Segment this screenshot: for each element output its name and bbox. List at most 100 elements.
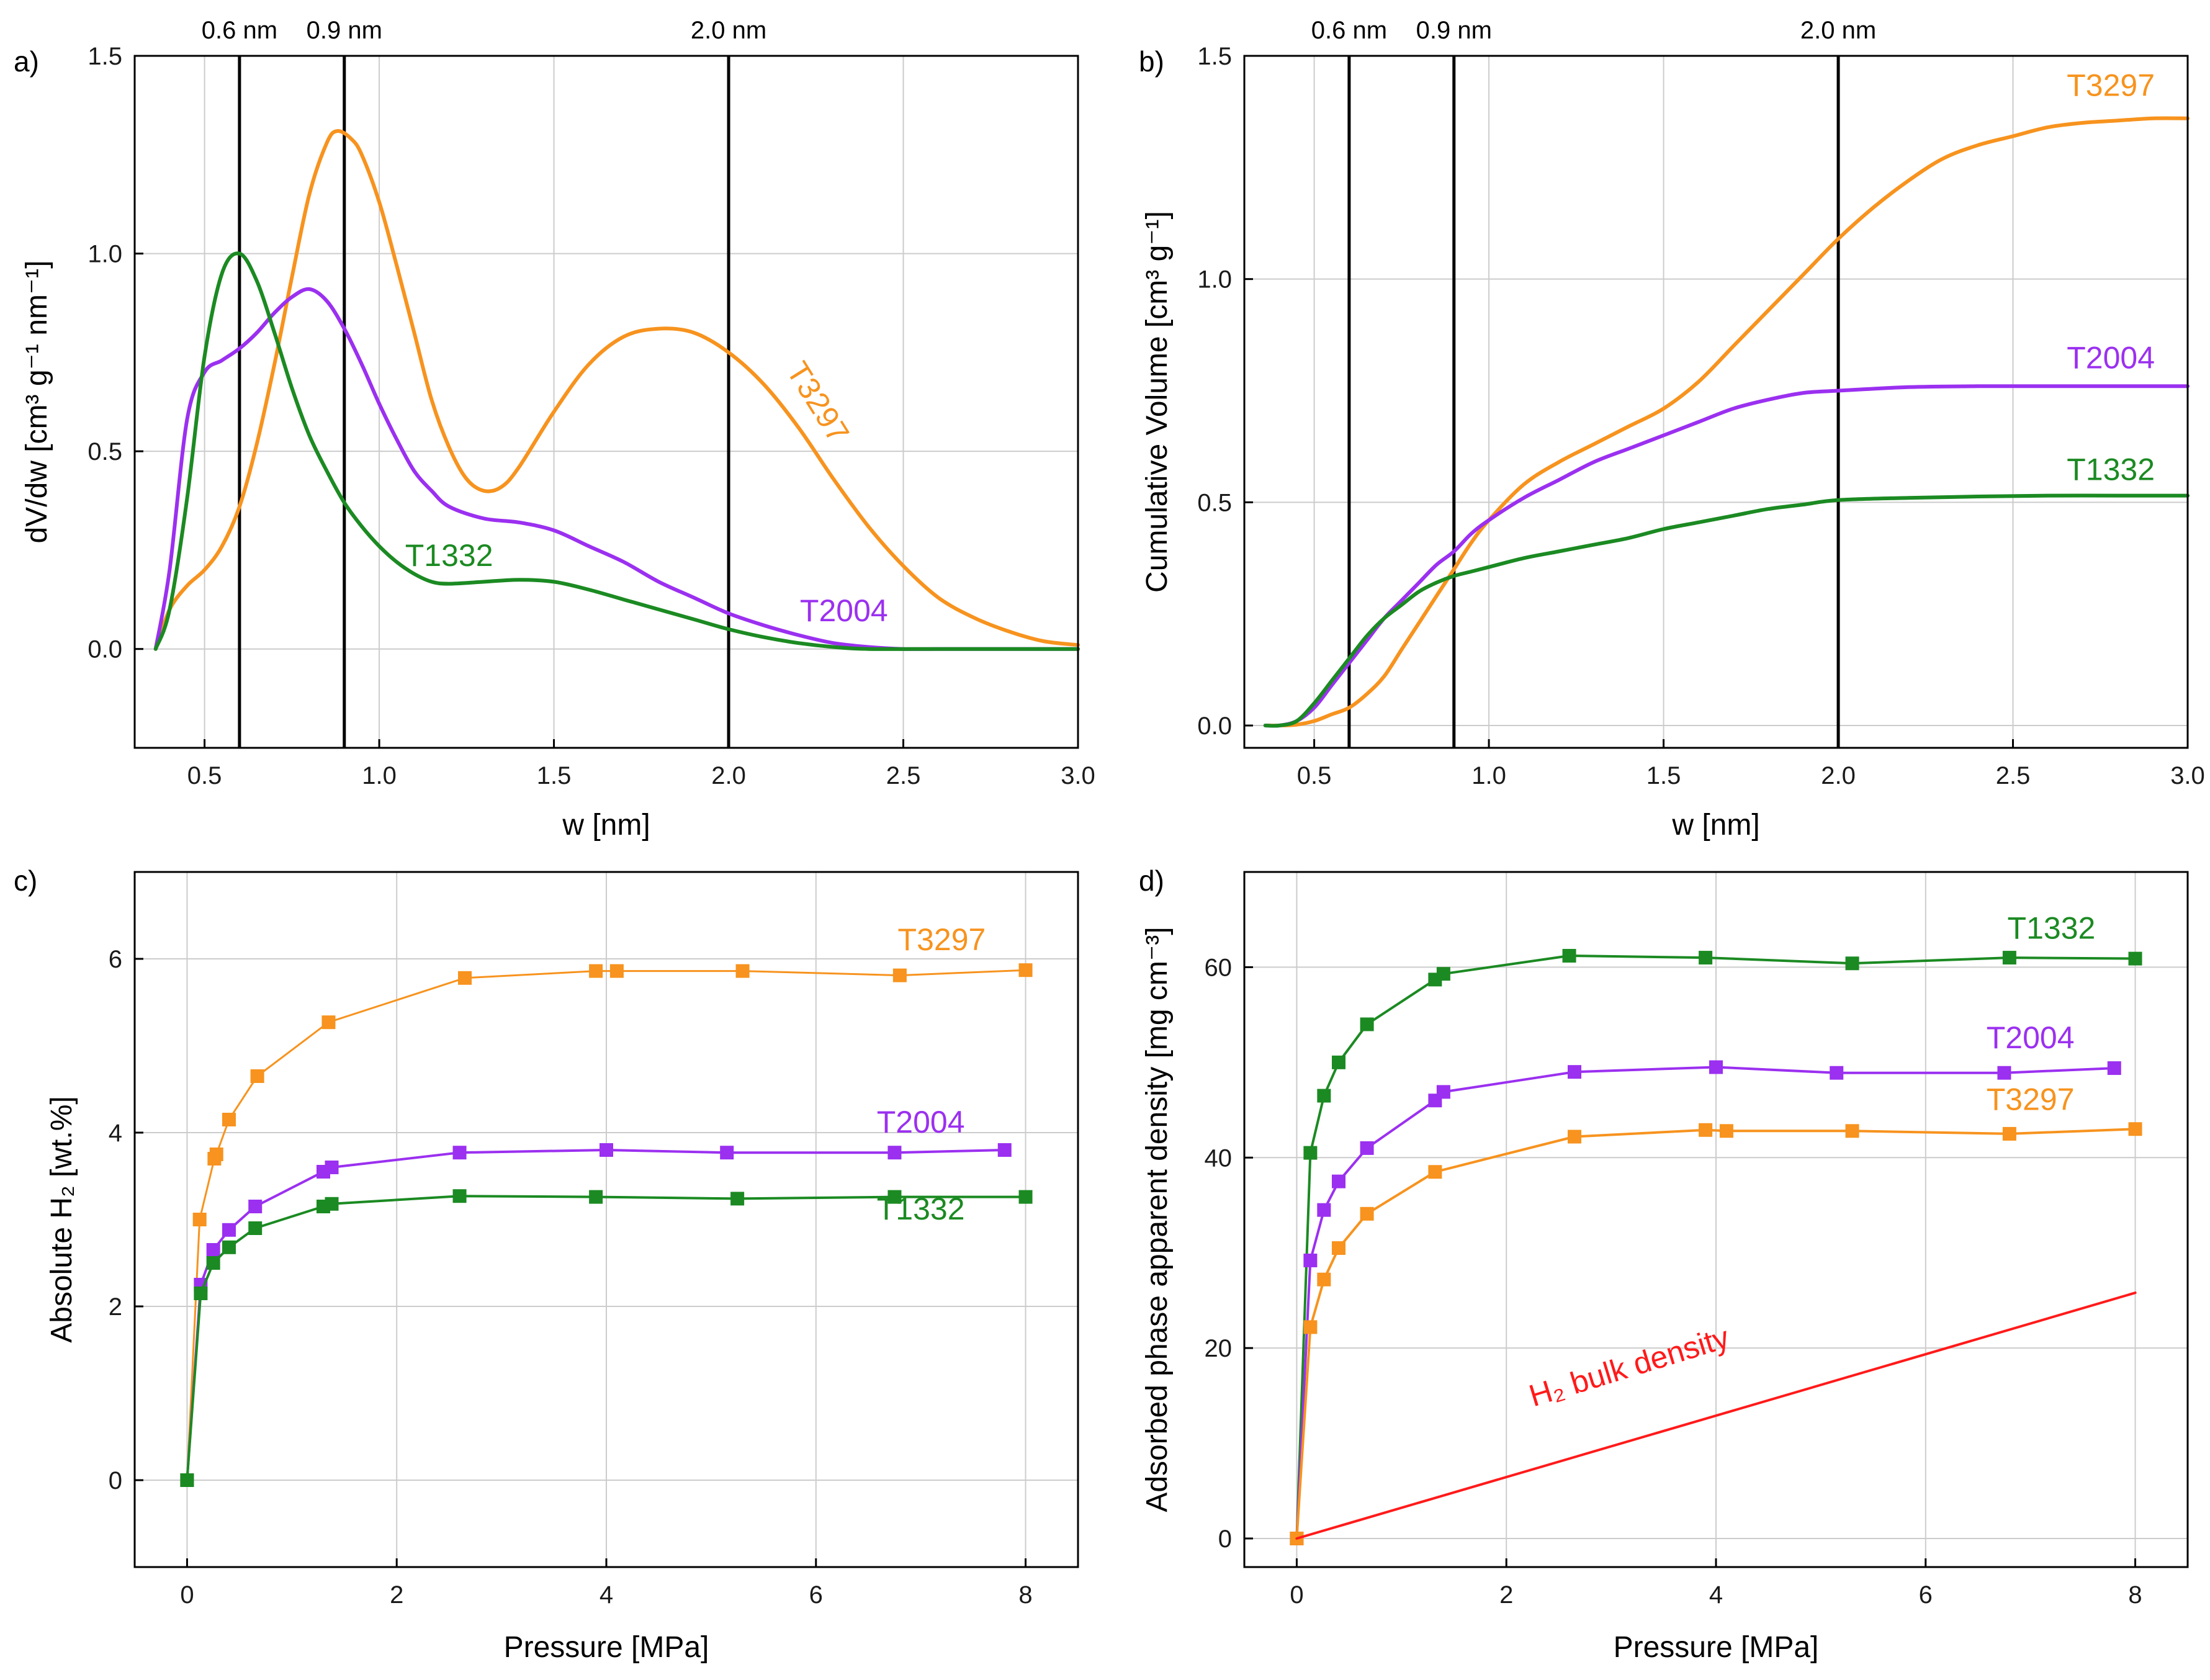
y-tick-label: 0.0: [1197, 712, 1232, 740]
y-axis-title: dV/dw [cm³ g⁻¹ nm⁻¹]: [20, 260, 53, 543]
data-point-marker: [1332, 1055, 1345, 1069]
data-point-marker: [1018, 1190, 1033, 1204]
data-point-marker: [1332, 1174, 1345, 1188]
series-t1332: T1332: [153, 251, 1080, 651]
panel-b: 0.6 nm 0.9 nm 2.0 nm T3297 T2004 T1332 0.5 1.0 1…: [1139, 17, 2205, 842]
data-point-marker: [1360, 1206, 1374, 1221]
x-tick-label: 1.5: [537, 762, 572, 789]
data-point-marker: [248, 1221, 263, 1235]
data-point-marker: [2107, 1061, 2121, 1076]
x-tick-label: 8: [2128, 1581, 2142, 1609]
data-point-marker: [892, 968, 907, 982]
data-point-marker: [209, 1148, 223, 1161]
data-point-marker: [1317, 1272, 1331, 1287]
x-axis-title: Pressure [MPa]: [504, 1631, 709, 1664]
reference-line-label: 2.0 nm: [691, 17, 766, 44]
series-label: T1332: [405, 538, 493, 573]
x-axis-title: w [nm]: [562, 809, 650, 842]
x-tick-label: 2: [1499, 1581, 1513, 1609]
axis-ticks: 0.5 1.0 1.5 2.0 2.5 3.0 0.0 0.5 1.0 1.5: [1197, 43, 2204, 789]
y-tick-label: 1.5: [88, 43, 122, 70]
data-point-marker: [2002, 951, 2016, 965]
data-point-marker: [2128, 951, 2142, 966]
series-t1332: T1332: [1263, 452, 2190, 728]
series-line: [1295, 1128, 2137, 1540]
series-label: T2004: [1987, 1020, 2075, 1055]
series-label: T2004: [2067, 341, 2155, 375]
series-line: [153, 287, 1080, 651]
data-point-marker: [325, 1197, 339, 1211]
x-tick-label: 4: [600, 1581, 613, 1609]
data-point-marker: [1018, 963, 1033, 977]
series-label: T3297: [2067, 68, 2155, 103]
data-point-marker: [735, 964, 750, 978]
data-point-marker: [1436, 967, 1450, 981]
data-point-marker: [325, 1161, 339, 1174]
data-point-marker: [321, 1015, 336, 1030]
reference-line-label: 2.0 nm: [1800, 17, 1876, 44]
x-axis-title: w [nm]: [1671, 809, 1759, 842]
series-line: [1263, 384, 2190, 728]
x-tick-label: 3.0: [1061, 762, 1095, 789]
series-label: T2004: [877, 1105, 965, 1139]
data-point-marker: [1845, 1124, 1859, 1138]
data-point-marker: [1317, 1203, 1331, 1217]
reference-line-label: 0.6 nm: [1311, 17, 1387, 44]
y-tick-label: 1.0: [1197, 266, 1232, 294]
data-point-marker: [1562, 949, 1576, 963]
series-t3297: T3297: [180, 922, 1033, 1487]
axis-ticks: 0 2 4 6 8 0 2 4 6: [109, 946, 1033, 1609]
y-tick-label: 0.5: [1197, 489, 1232, 516]
reference-line-label: 0.6 nm: [202, 17, 277, 44]
reference-line-label: 0.9 nm: [1416, 17, 1492, 44]
y-tick-label: 0.0: [88, 636, 122, 663]
y-tick-label: 1.5: [1197, 43, 1232, 70]
data-point-marker: [222, 1240, 236, 1254]
x-tick-label: 3.0: [2170, 762, 2205, 789]
data-point-marker: [589, 1190, 603, 1204]
data-point-marker: [1303, 1320, 1318, 1334]
series-label: T1332: [2067, 452, 2155, 487]
data-point-marker: [1360, 1017, 1374, 1031]
data-point-marker: [1699, 1123, 1713, 1137]
y-tick-label: 20: [1205, 1335, 1233, 1362]
series-line: [153, 129, 1080, 651]
panel-letter: c): [14, 865, 37, 897]
series-t2004: T2004: [153, 287, 1080, 651]
x-tick-label: 1.0: [1471, 762, 1506, 789]
y-axis-title: Absolute H₂ [wt.%]: [45, 1096, 78, 1342]
x-tick-label: 2.5: [1996, 762, 2031, 789]
panel-letter: b): [1139, 45, 1164, 78]
data-point-marker: [458, 971, 472, 985]
series-label: T1332: [877, 1192, 965, 1226]
series-line: [1295, 1291, 2137, 1540]
data-point-marker: [452, 1146, 467, 1160]
x-tick-label: 2.0: [711, 762, 746, 789]
data-point-marker: [250, 1069, 264, 1083]
data-point-marker: [1303, 1253, 1318, 1267]
panel-c: T3297 T2004 T1332 0 2 4 6 8 0 2 4 6 Pressure [MPa] Ab…: [14, 865, 1079, 1664]
plot-frame: [133, 55, 1079, 749]
y-axis-title: Adsorbed phase apparent density [mg cm⁻³…: [1141, 927, 1174, 1512]
x-tick-label: 2: [390, 1581, 403, 1609]
grid-lines: [135, 872, 1078, 1567]
y-tick-label: 0.5: [88, 438, 122, 465]
x-tick-label: 0: [180, 1581, 194, 1609]
x-tick-label: 6: [1919, 1581, 1933, 1609]
y-tick-label: 0: [109, 1467, 122, 1494]
x-tick-label: 6: [809, 1581, 823, 1609]
series-label: T3297: [898, 922, 986, 957]
x-tick-label: 8: [1018, 1581, 1032, 1609]
data-point-marker: [206, 1243, 220, 1257]
data-point-marker: [1568, 1130, 1581, 1144]
data-point-marker: [997, 1143, 1012, 1157]
data-point-marker: [194, 1287, 208, 1300]
series-line: [1263, 116, 2190, 728]
y-tick-label: 40: [1205, 1144, 1233, 1172]
data-point-marker: [192, 1213, 207, 1226]
y-axis-title: Cumulative Volume [cm³ g⁻¹]: [1141, 211, 1174, 593]
data-point-marker: [609, 964, 624, 978]
data-point-marker: [730, 1192, 745, 1206]
x-tick-label: 2.0: [1821, 762, 1856, 789]
